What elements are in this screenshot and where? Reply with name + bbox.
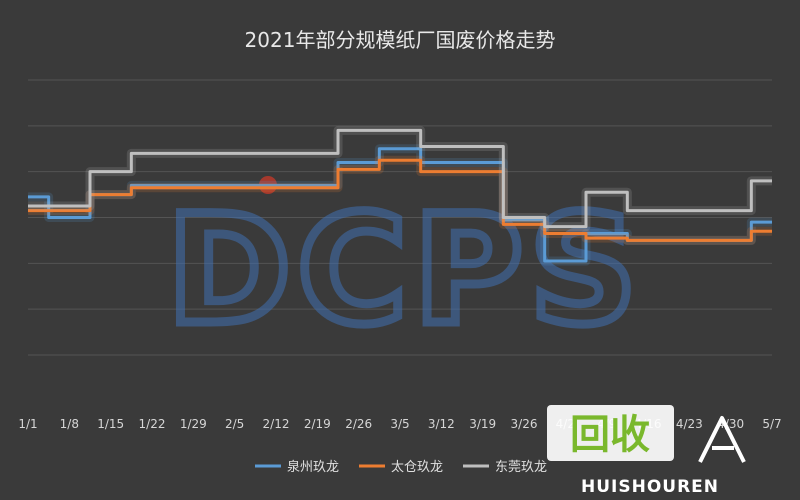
watermark-text: DCPS bbox=[167, 184, 644, 358]
legend-label-1: 泉州玖龙 bbox=[287, 459, 339, 475]
x-tick-label: 5/7 bbox=[762, 417, 781, 431]
chart-title: 2021年部分规模纸厂国废价格走势 bbox=[245, 28, 556, 52]
x-tick-label: 1/1 bbox=[18, 417, 37, 431]
legend-label-2: 太仓玖龙 bbox=[391, 459, 443, 475]
x-tick-label: 1/22 bbox=[139, 417, 166, 431]
x-tick-label: 1/8 bbox=[60, 417, 79, 431]
leaf-icon bbox=[698, 416, 746, 463]
x-tick-label: 1/29 bbox=[180, 417, 207, 431]
x-tick-label: 3/26 bbox=[511, 417, 538, 431]
x-tick-label: 3/12 bbox=[428, 417, 455, 431]
series-2-line bbox=[28, 158, 772, 242]
x-tick-label: 3/19 bbox=[469, 417, 496, 431]
legend: 泉州玖龙 太仓玖龙 东莞玖龙 bbox=[255, 459, 547, 475]
series-3-line bbox=[28, 128, 772, 229]
x-tick-label: 2/12 bbox=[263, 417, 290, 431]
logo-subtext: HUISHOUREN bbox=[581, 477, 719, 497]
gridlines bbox=[28, 79, 772, 356]
dcps-watermark: DCPS bbox=[162, 176, 644, 363]
logo-text: 回收 bbox=[570, 412, 650, 458]
x-tick-label: 1/15 bbox=[97, 417, 124, 431]
legend-label-3: 东莞玖龙 bbox=[495, 459, 547, 475]
x-tick-label: 2/26 bbox=[345, 417, 372, 431]
x-tick-label: 2/19 bbox=[304, 417, 331, 431]
x-tick-label: 2/5 bbox=[225, 417, 244, 431]
x-tick-label: 4/23 bbox=[676, 417, 703, 431]
x-tick-label: 3/5 bbox=[390, 417, 409, 431]
huishouren-logo: 回收 HUISHOUREN bbox=[547, 405, 746, 497]
series-lines bbox=[27, 125, 773, 266]
logo-badge bbox=[547, 405, 674, 461]
